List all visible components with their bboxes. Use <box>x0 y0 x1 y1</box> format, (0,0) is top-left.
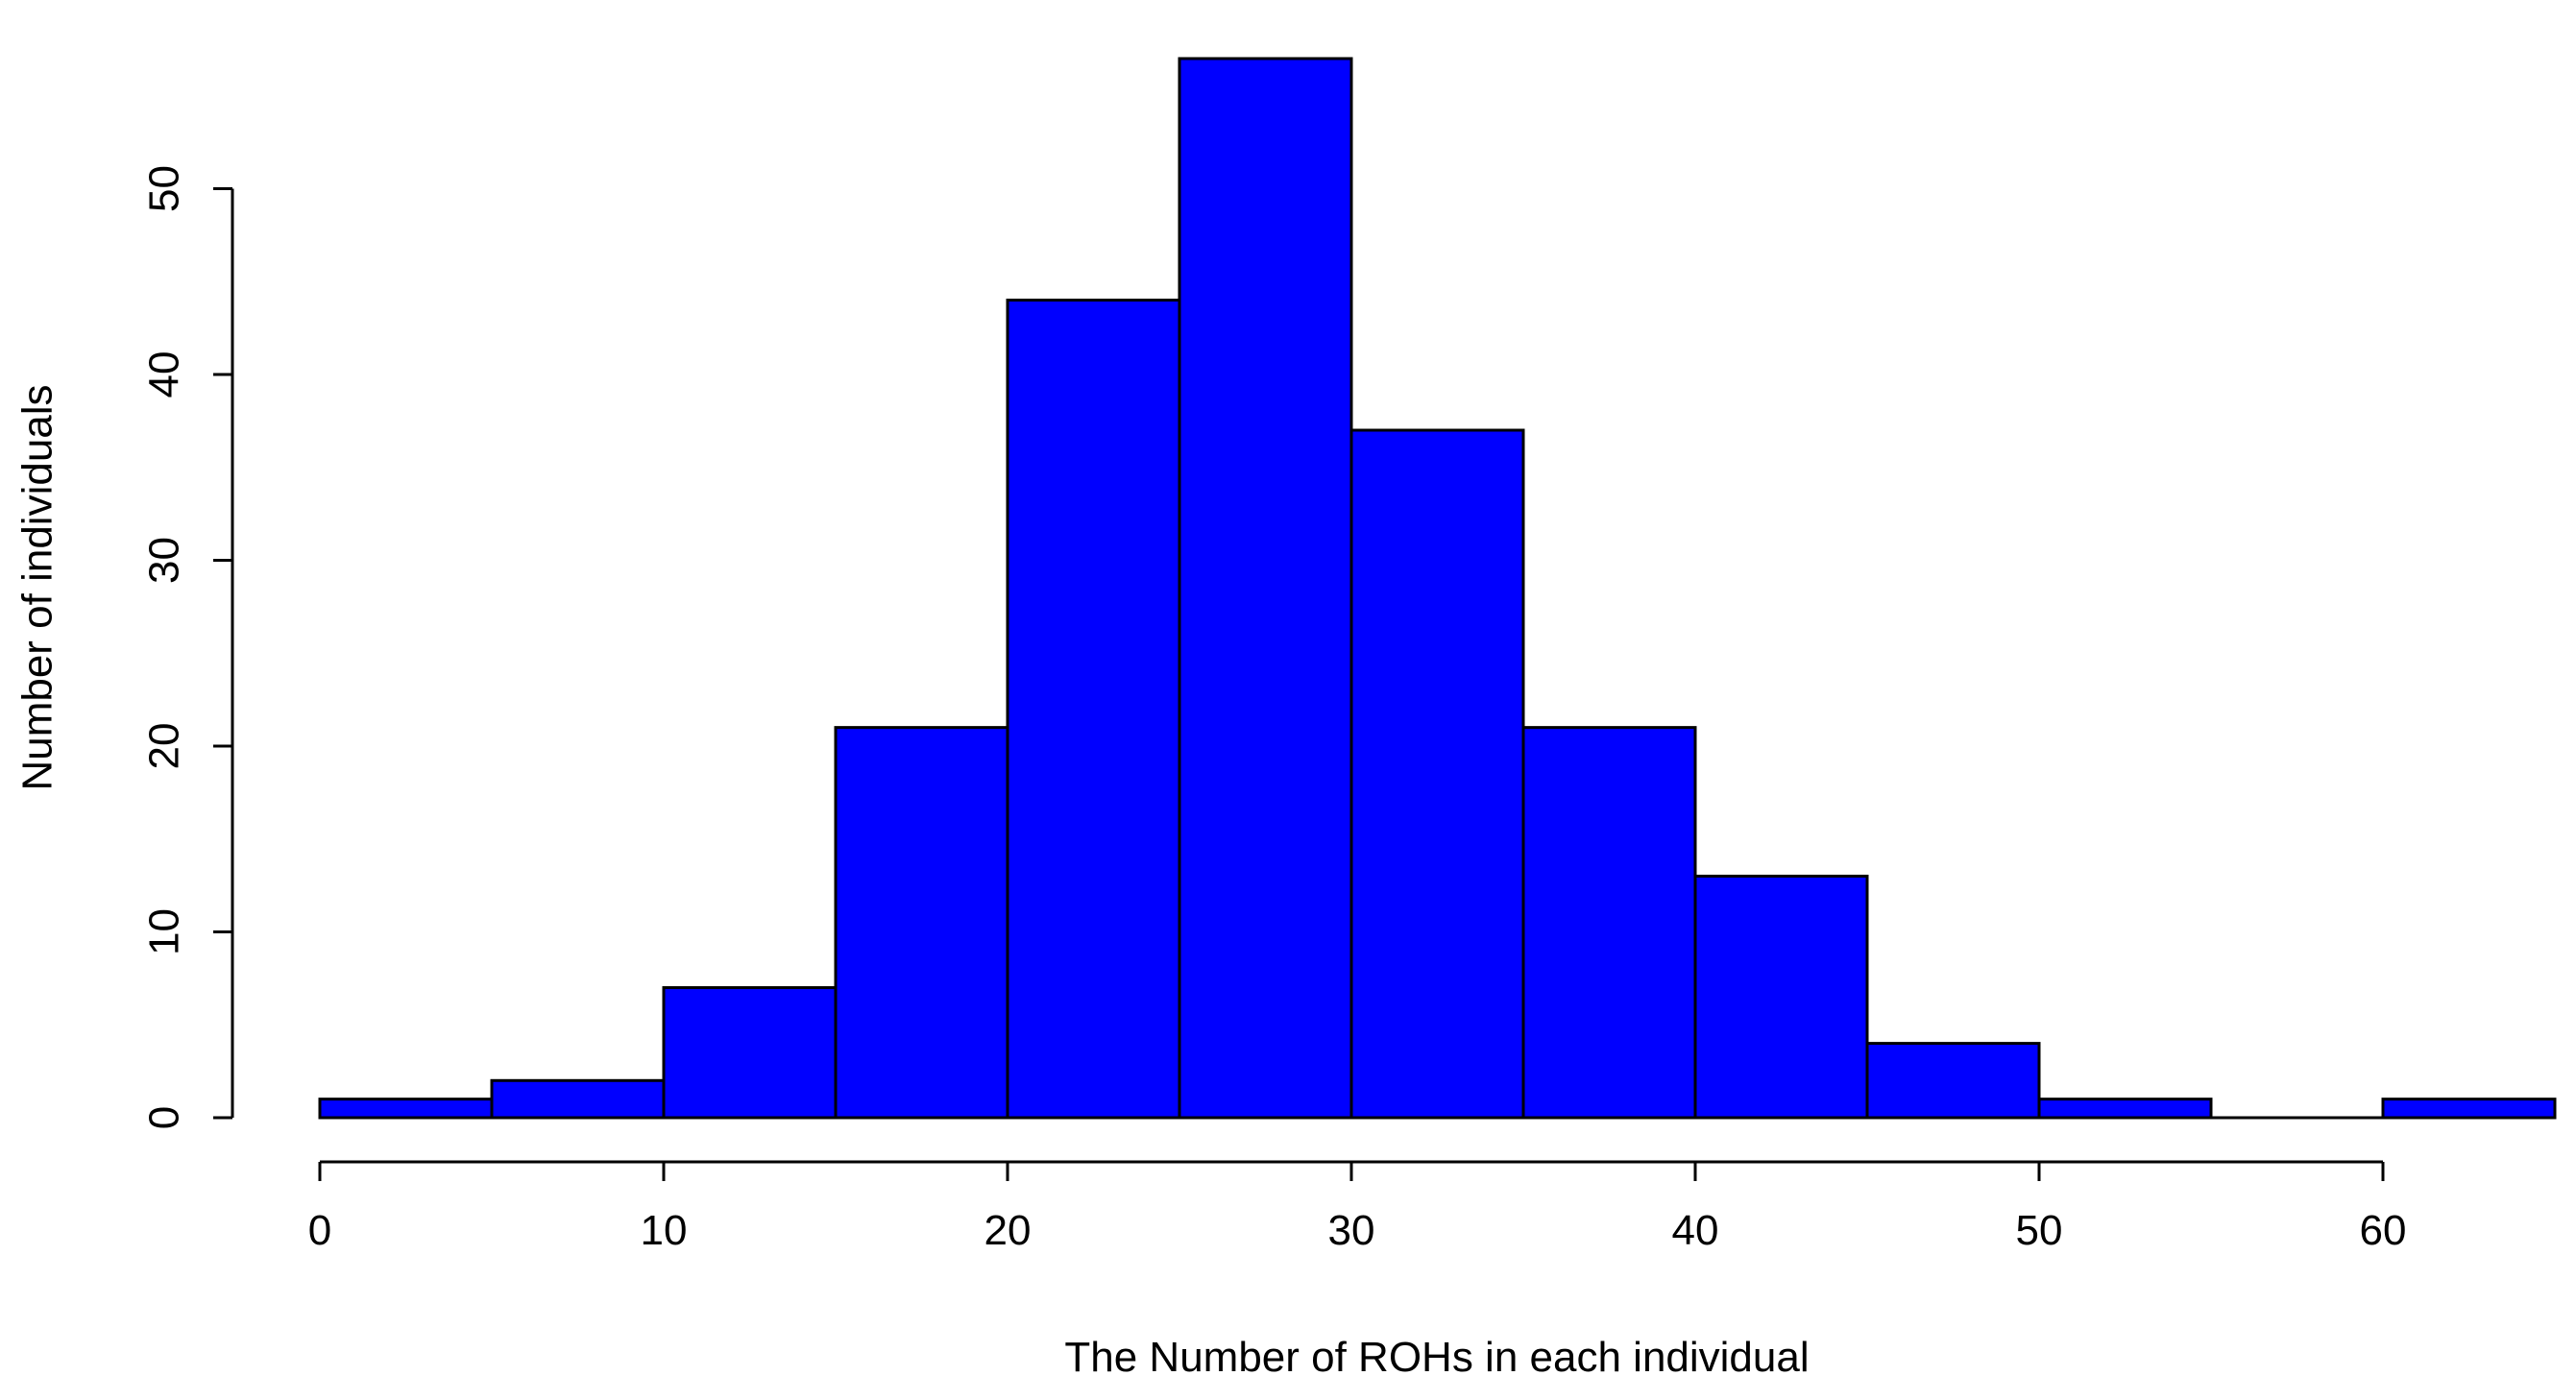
y-tick-label: 20 <box>141 723 188 770</box>
x-axis: 0 10 20 30 40 50 60 <box>308 1160 2407 1254</box>
histogram-bar <box>1349 428 1525 1120</box>
histogram-bar <box>1006 299 1181 1120</box>
histogram-bar <box>1693 874 1869 1120</box>
histogram-bar <box>318 1098 494 1120</box>
y-axis-title: Number of individuals <box>14 384 61 790</box>
y-tick-label: 0 <box>141 1106 188 1129</box>
y-tick-label: 40 <box>141 350 188 398</box>
x-tick-label: 50 <box>2016 1207 2063 1254</box>
histogram-bar <box>490 1078 666 1120</box>
histogram-bar <box>1178 57 1353 1120</box>
x-tick-label: 10 <box>641 1207 688 1254</box>
x-tick-label: 30 <box>1328 1207 1375 1254</box>
x-tick-label: 40 <box>1672 1207 1719 1254</box>
x-tick-label: 20 <box>984 1207 1032 1254</box>
y-tick-label: 30 <box>141 537 188 584</box>
x-tick-label: 60 <box>2360 1207 2407 1254</box>
x-tick-label: 0 <box>308 1207 331 1254</box>
y-tick-label: 50 <box>141 165 188 212</box>
histogram-bar <box>834 726 1009 1120</box>
y-tick-label: 10 <box>141 908 188 955</box>
x-axis-title: The Number of ROHs in each individual <box>1064 1334 1809 1381</box>
histogram-bar <box>2037 1098 2213 1120</box>
histogram-bar <box>1865 1042 2041 1120</box>
histogram-bar <box>1521 726 1697 1120</box>
y-axis: 0 10 20 30 40 50 <box>141 165 234 1129</box>
bars-layer <box>318 57 2557 1120</box>
histogram-bar <box>662 986 838 1120</box>
histogram-bar <box>2381 1098 2557 1120</box>
